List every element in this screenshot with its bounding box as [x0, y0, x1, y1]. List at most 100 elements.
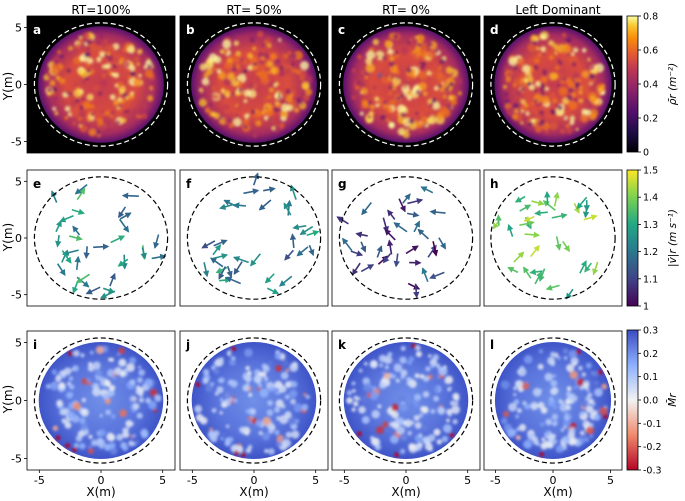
- density-blob: [397, 127, 406, 136]
- swirl-blob: [579, 430, 585, 436]
- velocity-arrow: [355, 231, 368, 238]
- density-blob: [393, 34, 398, 39]
- density-blob: [87, 116, 92, 122]
- velocity-arrow: [438, 237, 447, 250]
- density-blob: [404, 112, 411, 119]
- y-tick-label: 5: [15, 337, 22, 350]
- swirl-blob: [454, 401, 459, 406]
- density-blob: [565, 124, 569, 128]
- density-blob: [235, 78, 238, 82]
- density-blob: [64, 115, 69, 120]
- density-blob: [231, 66, 238, 72]
- density-blob: [445, 100, 450, 104]
- density-blob: [287, 50, 292, 55]
- swirl-blob: [566, 363, 575, 373]
- density-blob: [568, 100, 578, 110]
- swirl-blob: [540, 406, 548, 414]
- velocity-arrow: [219, 276, 232, 284]
- swirl-blob: [228, 358, 236, 366]
- velocity-arrow: [544, 191, 551, 206]
- swirl-blob: [422, 391, 430, 398]
- density-blob: [400, 93, 405, 99]
- velocity-arrow: [534, 271, 543, 285]
- density-blob: [427, 49, 437, 59]
- density-blob: [285, 95, 293, 103]
- density-blob: [74, 43, 82, 50]
- swirl-blob: [513, 386, 517, 391]
- panel-label: d: [490, 23, 499, 37]
- swirl-blob: [60, 370, 67, 377]
- density-blob: [552, 43, 558, 49]
- density-blob: [88, 128, 97, 137]
- density-blob: [149, 89, 155, 95]
- swirl-blob: [293, 403, 303, 413]
- swirl-blob: [274, 406, 281, 413]
- density-blob: [102, 64, 107, 69]
- density-blob: [528, 121, 533, 127]
- density-blob: [382, 99, 388, 105]
- panel-c: c: [331, 15, 481, 154]
- swirl-blob: [92, 387, 101, 397]
- density-blob: [436, 80, 442, 86]
- density-blob: [562, 33, 567, 37]
- density-blob: [101, 80, 107, 86]
- density-blob: [98, 91, 103, 96]
- swirl-blob: [88, 448, 94, 454]
- density-blob: [82, 32, 90, 40]
- density-blob: [503, 92, 508, 97]
- density-blob: [212, 93, 220, 101]
- panel-background: [332, 170, 480, 306]
- density-blob: [532, 40, 537, 45]
- swirl-blob: [404, 419, 413, 428]
- density-blob: [520, 93, 527, 100]
- swirl-blob: [558, 399, 563, 404]
- density-blob: [81, 96, 86, 102]
- velocity-arrow: [336, 216, 349, 225]
- velocity-arrow: [534, 209, 548, 217]
- density-blob: [506, 71, 513, 78]
- swirl-blob: [209, 381, 215, 387]
- density-blob: [108, 90, 113, 96]
- density-blob: [278, 65, 285, 71]
- density-blob: [233, 117, 242, 127]
- density-blob: [117, 97, 122, 102]
- density-blob: [85, 52, 91, 58]
- density-blob: [79, 105, 84, 110]
- density-blob: [107, 129, 112, 134]
- swirl-blob: [371, 410, 380, 419]
- density-blob: [281, 104, 289, 112]
- colorbar-tick-label: 1.2: [643, 247, 658, 258]
- density-blob: [536, 46, 540, 51]
- swirl-blob: [411, 343, 417, 349]
- velocity-arrow: [519, 220, 535, 227]
- velocity-arrow: [342, 237, 353, 252]
- velocity-arrow: [61, 250, 72, 264]
- velocity-arrow: [431, 241, 439, 257]
- swirl-blob: [515, 435, 521, 441]
- density-blob: [282, 53, 289, 59]
- swirl-blob: [205, 385, 212, 393]
- density-blob: [392, 77, 401, 86]
- density-blob: [217, 71, 227, 80]
- swirl-blob: [583, 433, 587, 438]
- density-blob: [557, 105, 563, 111]
- swirl-blob: [261, 432, 270, 441]
- density-blob: [457, 91, 462, 96]
- density-blob: [455, 77, 463, 85]
- velocity-arrow: [233, 261, 243, 275]
- velocity-arrow: [308, 244, 315, 257]
- swirl-blob: [581, 372, 586, 377]
- boundary-circle: [186, 337, 322, 464]
- density-blob: [431, 97, 437, 104]
- swirl-blob: [301, 403, 309, 411]
- swirl-blob: [368, 383, 373, 388]
- swirl-blob: [122, 445, 129, 452]
- swirl-blob: [559, 403, 568, 412]
- swirl-blob: [216, 386, 224, 394]
- boundary-circle: [186, 22, 322, 147]
- density-blob: [122, 46, 129, 53]
- density-blob: [252, 46, 257, 51]
- velocity-arrow: [386, 239, 394, 255]
- colorbar-tick-label: 1.5: [643, 166, 658, 177]
- density-blob: [273, 107, 278, 112]
